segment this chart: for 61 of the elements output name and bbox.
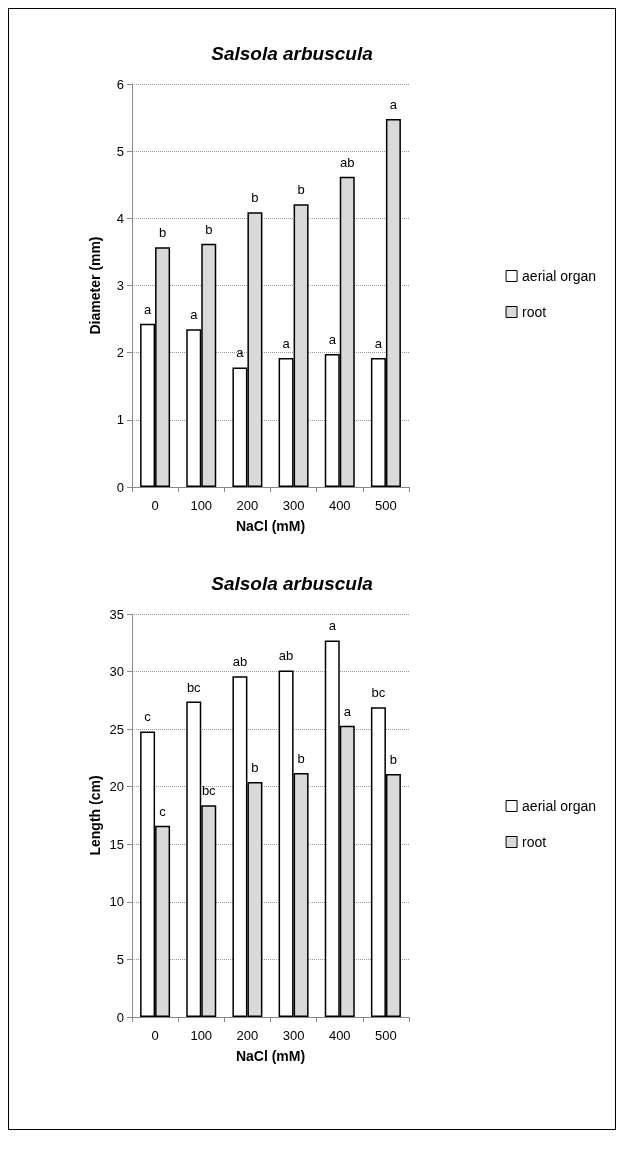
y-tick-label: 35: [109, 606, 124, 622]
y-tick-label: 10: [109, 894, 124, 910]
data-label: a: [374, 336, 383, 352]
data-label: bc: [201, 783, 217, 799]
data-label: b: [297, 182, 305, 198]
chart-title: Salsola arbuscula: [211, 573, 374, 594]
data-label: ab: [232, 654, 248, 670]
y-tick-label: 3: [116, 278, 124, 293]
y-tick-label: 6: [116, 76, 124, 92]
x-tick-label: 400: [328, 1028, 351, 1043]
legend-label: aerial organ: [522, 798, 596, 814]
x-tick-label: 100: [190, 1028, 213, 1043]
legend-label: root: [522, 304, 547, 320]
y-tick-label: 0: [116, 479, 124, 495]
data-label: a: [190, 307, 199, 323]
data-label: a: [282, 336, 291, 352]
data-label: ab: [340, 154, 355, 170]
x-tick-label: 0: [151, 498, 159, 513]
x-tick-label: 500: [375, 1028, 397, 1043]
data-label: bc: [186, 679, 202, 695]
y-tick-label: 0: [116, 1009, 124, 1025]
data-label: a: [236, 345, 245, 361]
x-tick-label: 200: [236, 1028, 259, 1043]
data-label: a: [343, 703, 352, 719]
y-axis-title: Diameter (mm): [87, 236, 103, 335]
y-tick-label: 2: [116, 345, 124, 361]
data-label: b: [158, 225, 167, 241]
x-tick-label: 200: [236, 498, 259, 513]
data-label: ab: [278, 648, 294, 664]
y-axis-title: Length (cm): [87, 775, 103, 856]
x-tick-label: 500: [375, 498, 397, 513]
data-label: b: [251, 760, 259, 776]
x-tick-label: 300: [282, 1028, 305, 1043]
y-tick-label: 30: [109, 664, 124, 680]
chart-title: Salsola arbuscula: [211, 43, 374, 64]
y-tick-label: 25: [109, 721, 124, 737]
x-axis-title: NaCl (mM): [235, 518, 306, 534]
data-label: c: [144, 709, 152, 725]
data-label: b: [205, 221, 213, 237]
data-label: a: [328, 332, 337, 348]
data-label: bc: [371, 685, 386, 701]
y-tick-label: 5: [116, 143, 124, 159]
legend-label: root: [522, 834, 547, 850]
x-tick-label: 400: [328, 498, 351, 513]
legend-label: aerial organ: [522, 268, 596, 284]
y-tick-label: 1: [116, 412, 124, 428]
data-label: a: [143, 301, 152, 317]
data-label: c: [159, 803, 167, 819]
data-label: b: [389, 752, 398, 768]
data-label: b: [297, 750, 305, 766]
x-axis-title: NaCl (mM): [235, 1048, 306, 1064]
x-tick-label: 0: [151, 1028, 159, 1043]
data-label: b: [251, 190, 259, 206]
x-tick-label: 100: [190, 498, 213, 513]
data-label: a: [389, 96, 398, 112]
y-tick-label: 5: [116, 951, 124, 967]
x-tick-label: 300: [282, 498, 305, 513]
y-tick-label: 15: [109, 836, 124, 852]
y-tick-label: 4: [116, 210, 124, 226]
y-tick-label: 20: [109, 779, 124, 795]
data-label: a: [328, 618, 337, 634]
